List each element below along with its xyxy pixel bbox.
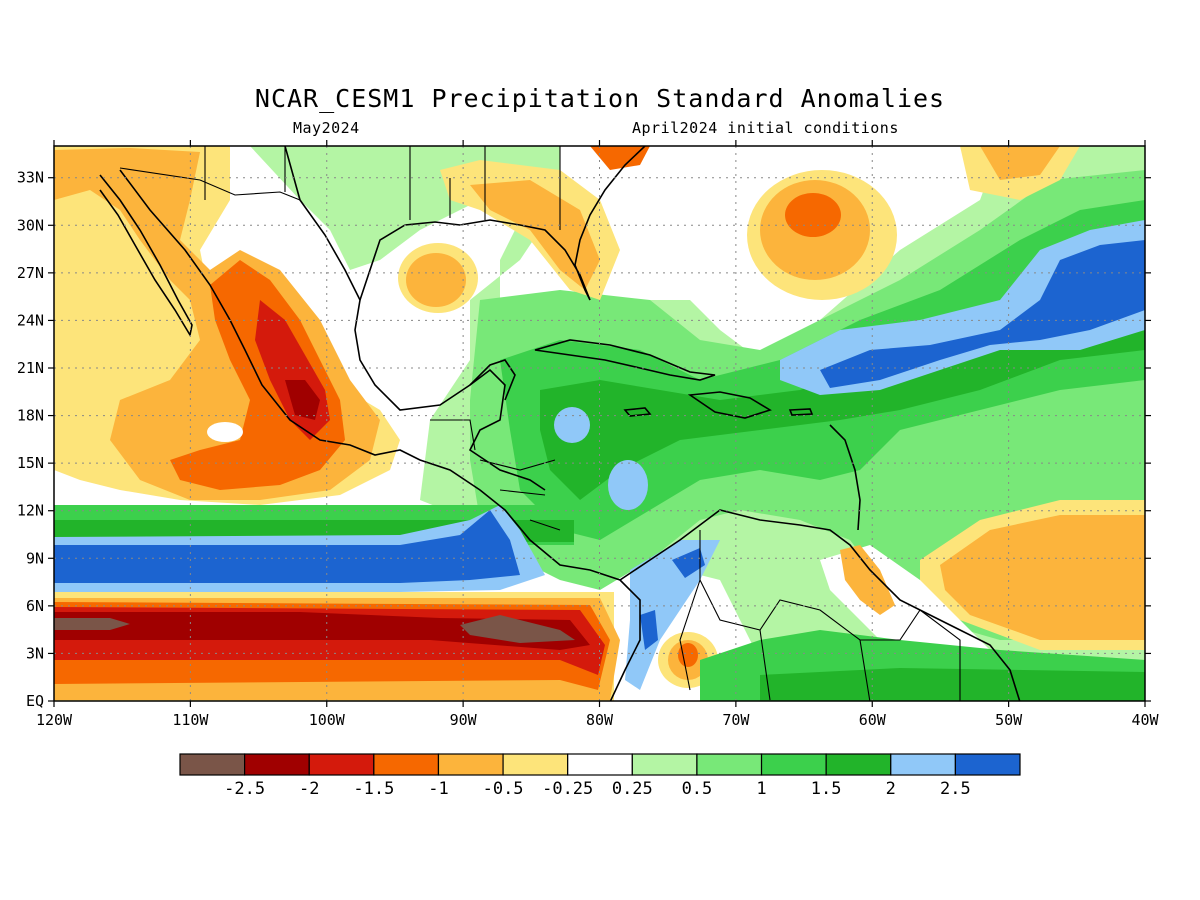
anomaly-east-atlantic-dry-orange — [940, 515, 1145, 640]
lon-label: 80W — [586, 711, 614, 729]
legend-label: 0.5 — [682, 779, 713, 799]
lat-label: 33N — [17, 169, 44, 187]
lat-label: 27N — [17, 264, 44, 282]
legend-swatch — [179, 753, 246, 776]
anomaly-dry-mexico-darkred — [285, 380, 320, 420]
coastline-south-america-north — [619, 509, 1021, 701]
legend-label: -0.25 — [542, 779, 593, 799]
lon-label: 70W — [722, 711, 750, 729]
lat-label: 15N — [17, 454, 44, 472]
legend-swatch — [631, 753, 698, 776]
legend-swatch — [567, 753, 633, 776]
lon-label: 100W — [309, 711, 346, 729]
coastline-cuba — [534, 339, 716, 381]
lon-label: 90W — [450, 711, 478, 729]
anomaly-dry-mexico-white-hole — [207, 422, 243, 442]
legend-swatch — [373, 753, 440, 776]
lat-label: 9N — [26, 549, 44, 567]
legend-label: -1 — [428, 779, 448, 799]
legend-swatch — [437, 753, 504, 776]
legend-swatch — [308, 753, 375, 776]
anomaly-atlantic-blue — [820, 240, 1145, 388]
legend-label: 1 — [756, 779, 766, 799]
coastline-baja-california — [99, 174, 193, 338]
anomaly-ne-atlantic-dry-core — [980, 146, 1060, 180]
border-us-states — [204, 146, 561, 230]
anomaly-florida-orange — [470, 180, 600, 290]
anomaly-guiana-orange — [840, 545, 895, 615]
color-legend: -2.5 -2 -1.5 -1 -0.5 -0.25 0.25 0.5 1 1.5 2 2.5 — [179, 753, 1021, 799]
lat-label: 12N — [17, 502, 44, 520]
legend-swatch — [760, 753, 827, 776]
lon-label: 110W — [172, 711, 209, 729]
legend-label: 2 — [886, 779, 896, 799]
anomaly-colombia-blue-2 — [672, 548, 705, 578]
border-central-america — [430, 419, 561, 531]
legend-swatch — [825, 753, 892, 776]
axis-ticks — [48, 140, 1151, 707]
lat-label: 30N — [17, 216, 44, 234]
coastline-mexico-pacific — [119, 169, 641, 701]
coastlines — [99, 146, 1021, 701]
coastline-puerto-rico — [788, 408, 814, 416]
anomaly-itcz-blue — [54, 510, 520, 583]
legend-label: -2.5 — [224, 779, 265, 799]
border-south-america — [679, 530, 961, 701]
anomaly-gulf-orange — [406, 253, 466, 307]
lon-label: 40W — [1131, 711, 1159, 729]
coastline-jamaica — [623, 407, 652, 417]
anomaly-caribbean-blob-2 — [608, 460, 648, 510]
lat-label: 21N — [17, 359, 44, 377]
initial-conditions: April2024 initial conditions — [632, 119, 899, 137]
legend-swatch — [502, 753, 569, 776]
anomaly-amazon-dry-strong — [678, 643, 698, 667]
legend-label: -2 — [299, 779, 319, 799]
anomaly-carolina-orange — [590, 146, 650, 170]
lat-label: 24N — [17, 311, 44, 329]
legend-swatch — [244, 753, 310, 776]
legend-swatch — [890, 753, 956, 776]
anomaly-colombia-lightblue — [625, 540, 720, 690]
anomaly-south-america-darkgreen — [760, 668, 1145, 701]
legend-swatch — [696, 753, 763, 776]
latitude-labels: 33N 30N 27N 24N 21N 18N 15N 12N 9N 6N 3N EQ — [17, 169, 44, 710]
coastline-yucatan — [469, 359, 516, 401]
lon-label: 50W — [995, 711, 1023, 729]
lat-label: EQ — [26, 692, 44, 710]
anomaly-pacific-dry-darkred — [54, 612, 590, 650]
lat-label: 18N — [17, 407, 44, 425]
lon-label: 120W — [36, 711, 73, 729]
anomaly-caribbean-blob-1 — [554, 407, 590, 443]
political-borders — [119, 146, 961, 701]
anomaly-atlantic-dry-strong — [785, 193, 841, 237]
anomaly-field — [54, 146, 1145, 701]
legend-swatch — [954, 753, 1021, 776]
legend-label: 1.5 — [811, 779, 842, 799]
forecast-month: May2024 — [293, 119, 360, 137]
lat-label: 6N — [26, 597, 44, 615]
anomaly-colombia-blue — [640, 610, 658, 650]
anomaly-pacific-dry-brown-west — [54, 618, 130, 630]
coastline-lesser-antilles — [829, 424, 861, 531]
coastline-gulf-of-mexico — [284, 146, 546, 491]
map-title: NCAR_CESM1 Precipitation Standard Anomal… — [254, 84, 946, 113]
graticule — [54, 146, 1145, 701]
anomaly-pacific-dry-brown-east — [460, 615, 575, 643]
longitude-labels: 120W 110W 100W 90W 80W 70W 60W 50W 40W — [36, 711, 1160, 729]
border-us-mexico — [119, 167, 301, 201]
legend-label: -1.5 — [353, 779, 394, 799]
legend-label: 0.25 — [612, 779, 653, 799]
legend-label: 2.5 — [940, 779, 971, 799]
legend-label: -0.5 — [483, 779, 524, 799]
lat-label: 3N — [26, 644, 44, 662]
lon-label: 60W — [859, 711, 887, 729]
coastline-hispaniola — [687, 391, 772, 419]
